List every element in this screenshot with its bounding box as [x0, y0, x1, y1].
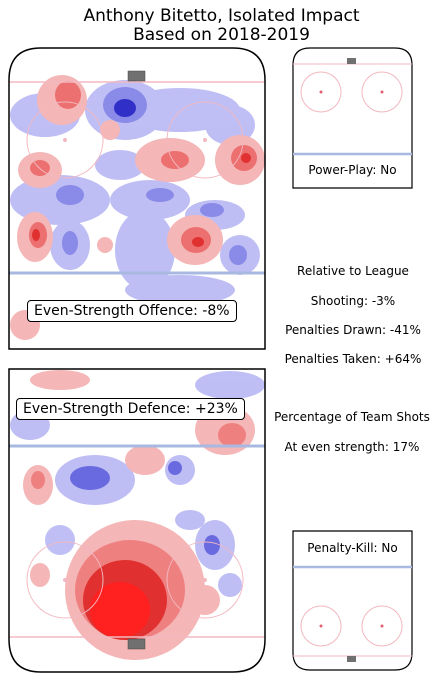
team-shots-header: Percentage of Team Shots	[274, 410, 430, 424]
powerplay-label: Power-Play: No	[308, 163, 397, 177]
stat-even-strength-share: At even strength: 17%	[284, 440, 420, 454]
defence-label: Even-Strength Defence: +23%	[16, 398, 245, 420]
offence-heatmap	[8, 47, 266, 350]
stat-penalties-drawn: Penalties Drawn: -41%	[285, 323, 421, 337]
defence-net	[127, 638, 146, 650]
chart-title-line1: Anthony Bitetto, Isolated Impact	[83, 6, 360, 26]
offence-net	[127, 70, 146, 82]
penaltykill-label: Penalty-Kill: No	[307, 541, 398, 555]
stat-penalties-taken: Penalties Taken: +64%	[284, 352, 422, 366]
stat-shooting: Shooting: -3%	[310, 294, 396, 308]
stats-header: Relative to League	[297, 264, 409, 278]
penaltykill-rink	[292, 530, 413, 671]
powerplay-rink	[292, 47, 413, 189]
offence-label: Even-Strength Offence: -8%	[27, 300, 237, 322]
chart-title-line2: Based on 2018-2019	[133, 25, 310, 45]
